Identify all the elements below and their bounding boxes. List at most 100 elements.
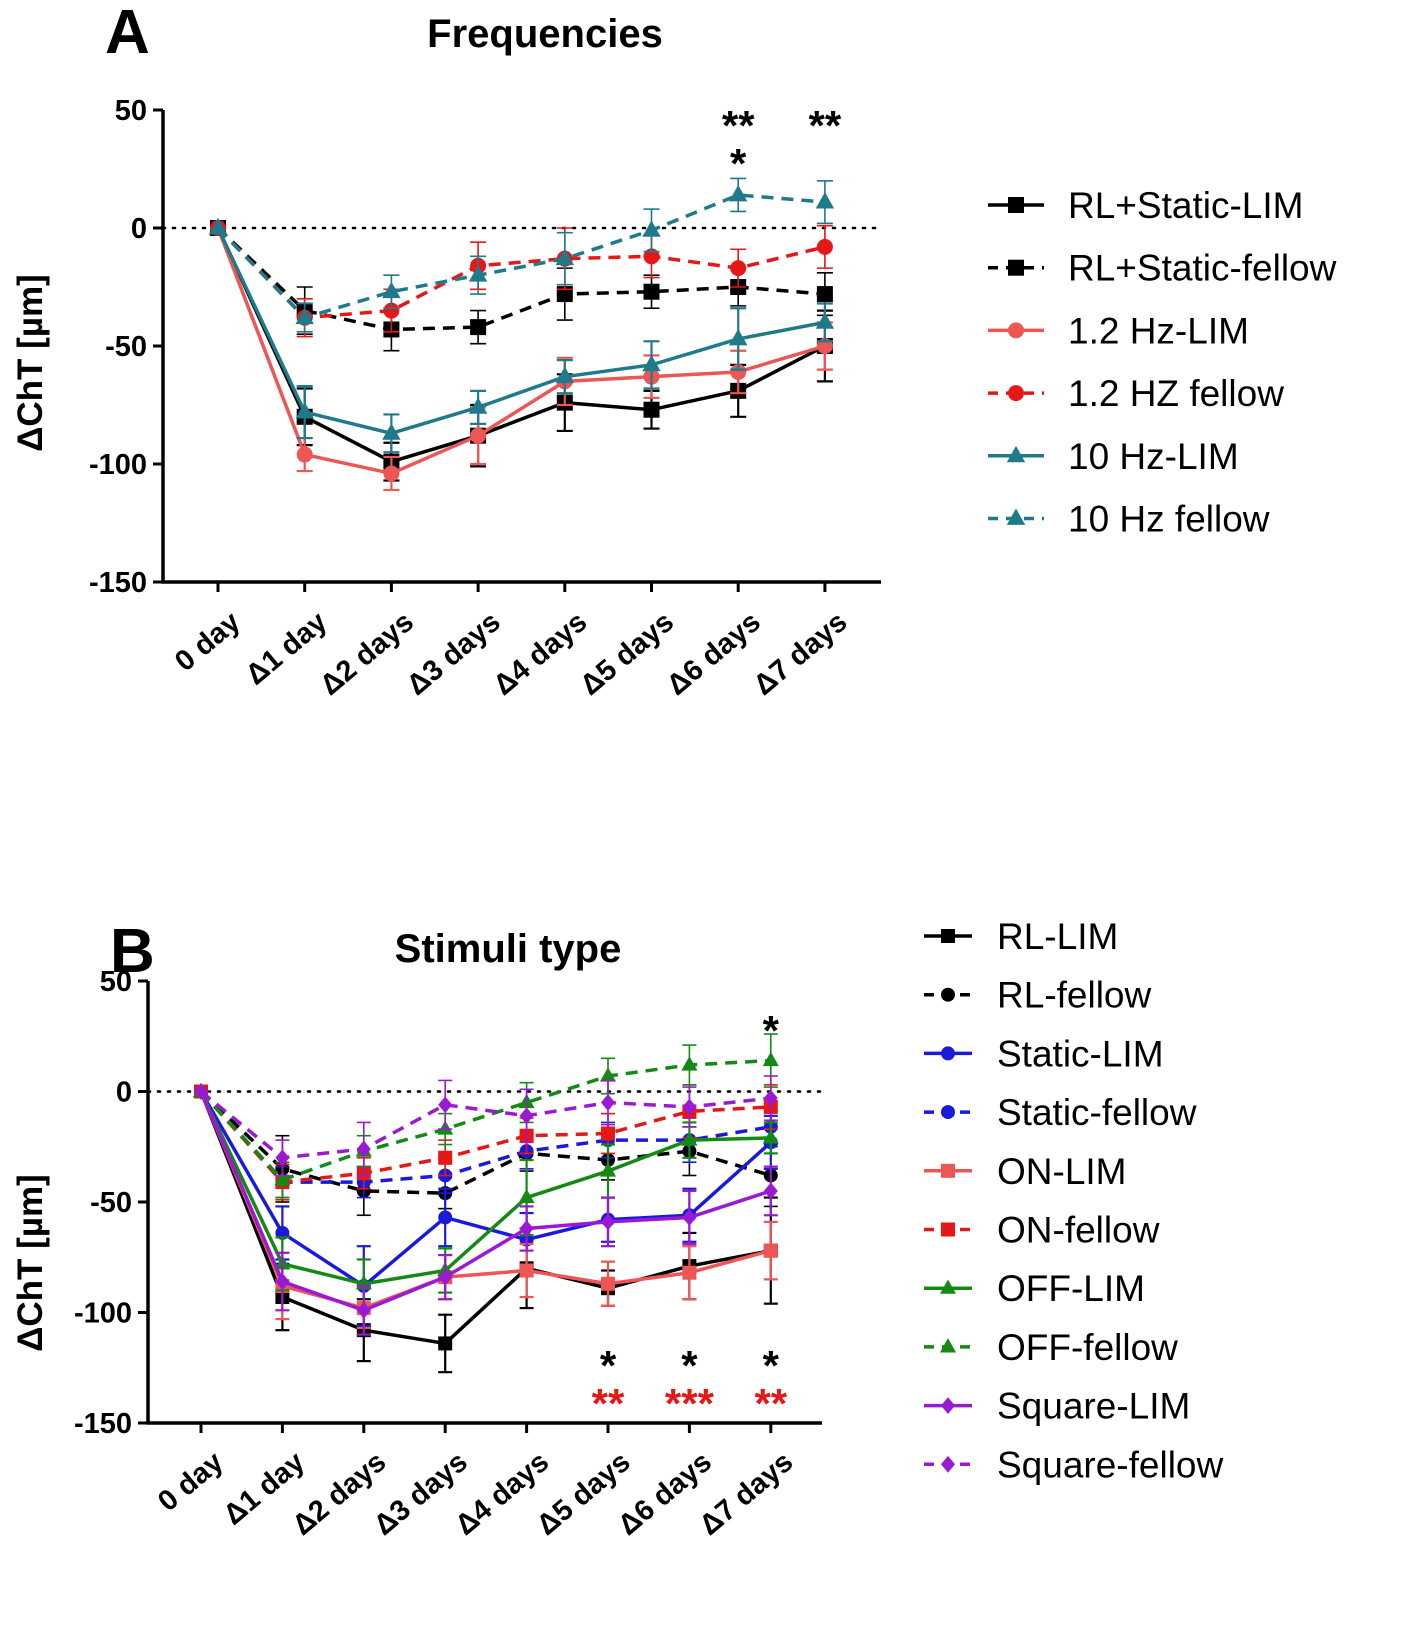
panel-b-y-tick-label: -150 bbox=[74, 1408, 132, 1440]
panel-a-data-point bbox=[383, 302, 400, 319]
panel-b-data-point bbox=[519, 1220, 534, 1237]
panel-a-significance-marker: * bbox=[730, 140, 747, 187]
panel-a-data-point bbox=[470, 427, 487, 444]
panel-a-data-point bbox=[815, 192, 835, 209]
panel-b-legend-item: ON-fellow bbox=[924, 1210, 1160, 1251]
panel-b-data-point bbox=[438, 1096, 453, 1114]
panel-a-y-tick-label: -150 bbox=[89, 567, 147, 599]
panel-b-data-point bbox=[438, 1150, 453, 1165]
panel-b-y-tick-label: -50 bbox=[90, 1187, 132, 1219]
panel-b-series-line bbox=[199, 1090, 771, 1160]
panel-a-data-point bbox=[555, 248, 574, 266]
panel-a-data-point bbox=[468, 265, 488, 282]
panel-a-data-point bbox=[383, 465, 400, 482]
panel-b-data-point bbox=[601, 1213, 615, 1231]
panel-a-legend-label: 1.2 Hz-LIM bbox=[1068, 310, 1249, 351]
panel-a-data-point bbox=[816, 238, 833, 255]
panel-a-series-line bbox=[216, 227, 826, 476]
panel-b-data-point bbox=[681, 1056, 698, 1071]
panel-b-significance-marker: ** bbox=[592, 1380, 625, 1427]
panel-b-legend-label: ON-fellow bbox=[997, 1210, 1160, 1251]
panel-a-legend-marker bbox=[1008, 259, 1024, 276]
panel-b-data-point bbox=[519, 1263, 534, 1278]
panel-b-legend-marker bbox=[941, 1222, 955, 1237]
panel-b-series-line bbox=[199, 1090, 771, 1286]
panel-b-data-point bbox=[601, 1126, 615, 1141]
panel-b-series-line bbox=[199, 1090, 772, 1195]
panel-a-data-point bbox=[555, 366, 574, 384]
panel-a-significance-marker: ** bbox=[722, 102, 755, 149]
panel-b-y-axis-label: ΔChT [µm] bbox=[11, 1174, 50, 1352]
panel-a-legend-label: RL+Static-LIM bbox=[1068, 185, 1303, 226]
panel-b-data-point bbox=[682, 1209, 697, 1226]
panel-a-legend-marker bbox=[1006, 508, 1026, 525]
panel-b-legend-item: OFF-LIM bbox=[924, 1268, 1145, 1309]
panel-b-legend-item: RL-LIM bbox=[924, 916, 1118, 957]
panel-a-legend-marker bbox=[1006, 445, 1026, 463]
panel-a-legend-item: RL+Static-fellow bbox=[988, 248, 1337, 289]
panel-a-legend-item: RL+Static-LIM bbox=[988, 185, 1303, 226]
panel-b-legend-marker bbox=[941, 987, 955, 1002]
panel-a-data-point bbox=[816, 286, 833, 303]
panel-a-data-point bbox=[815, 312, 835, 329]
panel-a-x-tick-label: 0 day bbox=[169, 606, 246, 678]
panel-a-legend-label: 10 Hz-LIM bbox=[1068, 436, 1239, 477]
panel-a-data-point bbox=[382, 281, 401, 299]
panel-b-data-point bbox=[762, 1051, 779, 1067]
panel-b-data-point bbox=[438, 1268, 453, 1286]
panel-b-legend-label: RL-fellow bbox=[997, 975, 1151, 1016]
panel-a-series-line bbox=[216, 227, 826, 464]
panel-a-data-point bbox=[470, 319, 487, 336]
panel-b-legend-label: OFF-fellow bbox=[997, 1327, 1178, 1368]
panel-b-data-point bbox=[601, 1276, 615, 1291]
panel-a-legend: RL+Static-LIM RL+Static-fellow 1.2 Hz-LIM 1… bbox=[988, 185, 1337, 540]
panel-a-data-point bbox=[642, 220, 661, 237]
panel-b-significance-marker: * bbox=[763, 1007, 780, 1054]
panel-b-legend-marker bbox=[941, 1397, 955, 1414]
panel-b-significance-marker: *** bbox=[665, 1380, 715, 1427]
panel-b-x-tick-label: Δ7 days bbox=[694, 1446, 800, 1542]
panel-b-legend-label: Static-LIM bbox=[997, 1033, 1164, 1074]
panel-a-data-point bbox=[296, 446, 313, 463]
panel-b-data-point bbox=[194, 1083, 208, 1100]
panel-a-data-point bbox=[642, 354, 661, 372]
panel-b-series-line bbox=[199, 1090, 772, 1184]
panel-a-legend-item: 10 Hz fellow bbox=[988, 499, 1270, 540]
panel-b-legend-item: RL-fellow bbox=[924, 975, 1151, 1016]
panel-b-series-line bbox=[199, 1090, 772, 1346]
panel-a-x-tick-label: Δ5 days bbox=[574, 606, 680, 702]
panel-a-series-line bbox=[216, 227, 826, 436]
panel-b-letter: B bbox=[110, 917, 155, 986]
panel-a-data-point bbox=[730, 363, 747, 380]
panel-a-legend-label: 10 Hz fellow bbox=[1068, 499, 1270, 540]
panel-b-legend-marker bbox=[941, 1046, 955, 1061]
panel-b-legend-label: Square-LIM bbox=[997, 1386, 1190, 1427]
panel-b-legend-label: RL-LIM bbox=[997, 916, 1118, 957]
panel-b-significance-marker: * bbox=[763, 1342, 780, 1389]
panel-b-series-line bbox=[199, 1090, 772, 1288]
panel-b-data-point bbox=[438, 1336, 453, 1351]
panel-b-data-point bbox=[274, 1171, 291, 1186]
panel-b-y-tick-label: 0 bbox=[116, 1077, 132, 1109]
panel-b-data-point bbox=[682, 1265, 697, 1280]
panel-b-y-tick-label: 50 bbox=[100, 966, 132, 998]
panel-b-data-point bbox=[763, 1243, 778, 1258]
panel-b-legend-label: OFF-LIM bbox=[997, 1268, 1145, 1309]
panel-b-series-Square-fellow bbox=[194, 1075, 778, 1177]
panel-a-legend-item: 1.2 HZ fellow bbox=[988, 373, 1284, 414]
panel-a-x-tick-label: Δ3 days bbox=[401, 606, 507, 702]
panel-b-data-point bbox=[599, 1162, 617, 1177]
panel-b-series-line bbox=[199, 1058, 771, 1182]
panel-a-data-point bbox=[295, 402, 314, 419]
panel-b-data-point bbox=[275, 1273, 290, 1290]
panel-b-legend-marker bbox=[941, 1163, 955, 1178]
panel-a-x-tick-label: Δ4 days bbox=[488, 606, 594, 702]
panel-a-x-tick-label: Δ7 days bbox=[748, 606, 854, 702]
panel-b-legend-marker bbox=[941, 929, 955, 943]
panel-b-legend-item: ON-LIM bbox=[924, 1151, 1127, 1192]
panel-b-data-point bbox=[519, 1107, 534, 1125]
panel-a-title: Frequencies bbox=[427, 12, 663, 56]
panel-b-legend-label: Static-fellow bbox=[997, 1092, 1197, 1133]
